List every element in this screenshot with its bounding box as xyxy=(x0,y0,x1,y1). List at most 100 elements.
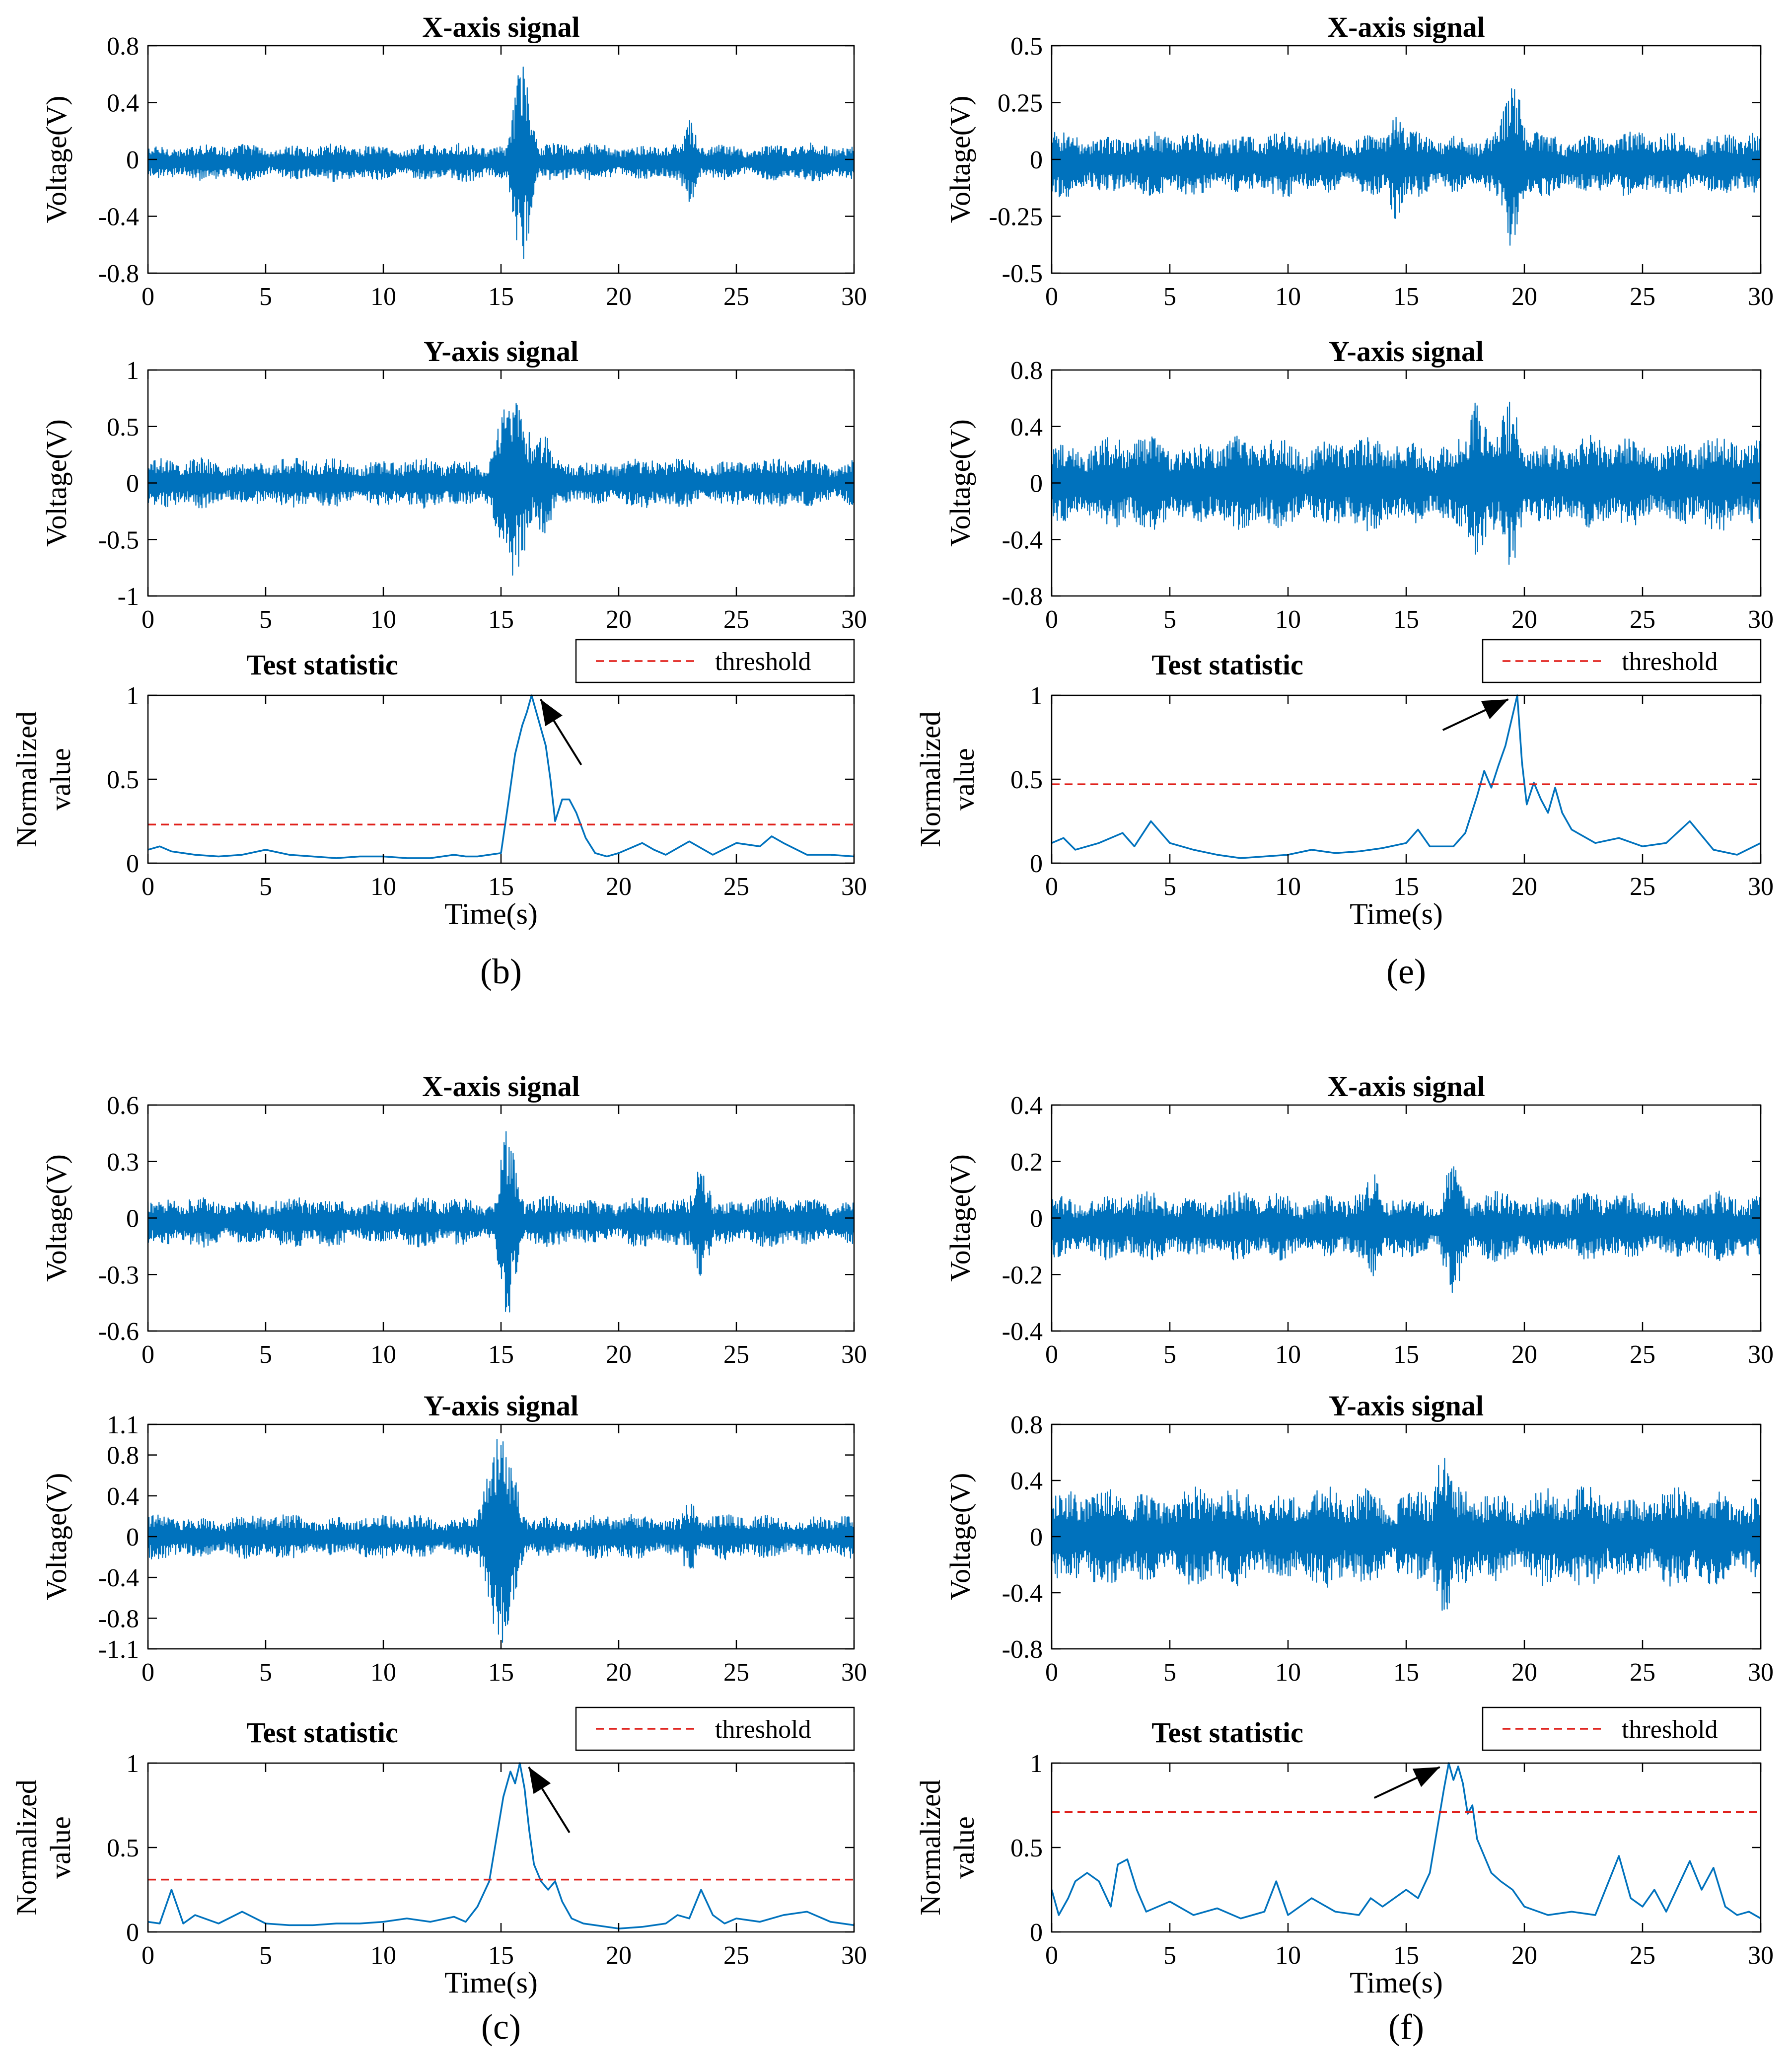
x-tick-label: 10 xyxy=(1275,1658,1301,1687)
x-tick-label: 0 xyxy=(142,1941,154,1970)
x-axis-label: Time(s) xyxy=(444,1966,538,1999)
y-tick-label: -0.4 xyxy=(98,1564,139,1592)
x-tick-label: 0 xyxy=(1045,873,1058,901)
test-statistic-line xyxy=(1051,694,1761,859)
y-tick-label: -0.4 xyxy=(1002,1318,1043,1346)
x-tick-label: 0 xyxy=(142,1340,154,1369)
y-tick-label: 0.5 xyxy=(107,766,139,794)
x-tick-label: 15 xyxy=(1393,1941,1419,1970)
y-axis-label: value xyxy=(948,748,980,811)
x-tick-label: 20 xyxy=(1511,605,1537,634)
x-tick-label: 20 xyxy=(606,1340,632,1369)
test-statistic-line xyxy=(1051,1762,1761,1920)
y-tick-label: 0.5 xyxy=(1010,766,1043,794)
y-tick-label: 1 xyxy=(126,682,139,710)
x-tick-label: 0 xyxy=(142,873,154,901)
x-tick-label: 15 xyxy=(488,873,514,901)
y-tick-label: -0.2 xyxy=(1002,1261,1043,1289)
y-tick-label: 0.4 xyxy=(1010,1467,1043,1495)
signal-trace xyxy=(147,1439,855,1643)
y-tick-label: -0.6 xyxy=(98,1318,139,1346)
x-tick-label: 15 xyxy=(1393,873,1419,901)
legend-label: threshold xyxy=(1622,648,1718,676)
y-tick-label: 1 xyxy=(1030,682,1043,710)
y-tick-label: 0.8 xyxy=(1010,1411,1043,1439)
x-tick-label: 5 xyxy=(1163,1658,1176,1687)
x-tick-label: 25 xyxy=(723,873,749,901)
plot-title: X-axis signal xyxy=(422,11,579,43)
plot-frame xyxy=(147,1762,855,1933)
plot-title: Y-axis signal xyxy=(1329,335,1484,368)
x-tick-label: 0 xyxy=(142,283,154,311)
y-tick-label: -0.4 xyxy=(98,203,139,231)
x-tick-label: 30 xyxy=(1748,1340,1774,1369)
x-tick-label: 10 xyxy=(370,1658,396,1687)
y-tick-label: 0.6 xyxy=(107,1092,139,1120)
x-tick-label: 10 xyxy=(1275,1340,1301,1369)
x-axis-signal-plot-f: -0.4 -0.2 0 0.2 0.4 0 5 10 15 20 25 30 X-axis signal… xyxy=(944,1070,1774,1369)
y-tick-label: -0.3 xyxy=(98,1261,139,1289)
x-tick-label: 20 xyxy=(1511,873,1537,901)
x-tick-label: 0 xyxy=(1045,1941,1058,1970)
x-tick-label: 30 xyxy=(841,1941,867,1970)
y-tick-label: 0.5 xyxy=(107,1834,139,1862)
y-tick-label: 0.4 xyxy=(1010,413,1043,442)
x-tick-label: 30 xyxy=(1748,873,1774,901)
legend-label: threshold xyxy=(1622,1715,1718,1744)
x-tick-label: 25 xyxy=(723,1941,749,1970)
plot-title: Y-axis signal xyxy=(424,335,578,368)
y-tick-label: 0 xyxy=(1030,146,1043,174)
x-tick-label: 0 xyxy=(142,1658,154,1687)
legend-label: threshold xyxy=(715,648,811,676)
x-tick-label: 5 xyxy=(1163,873,1176,901)
x-tick-label: 0 xyxy=(1045,1658,1058,1687)
x-tick-label: 20 xyxy=(606,605,632,634)
x-tick-label: 30 xyxy=(1748,1658,1774,1687)
panel-f: -0.4-0.200.20.40 5 10 15 20 25 30X-axis signal… xyxy=(914,1070,1774,2047)
x-tick-label: 20 xyxy=(1511,1658,1537,1687)
y-tick-label: 0.8 xyxy=(1010,357,1043,385)
y-tick-label: 0 xyxy=(126,1205,139,1233)
x-tick-label: 20 xyxy=(1511,1340,1537,1369)
x-tick-label: 30 xyxy=(841,605,867,634)
x-tick-label: 30 xyxy=(841,1658,867,1687)
y-tick-label: -0.8 xyxy=(1002,583,1043,611)
x-tick-label: 25 xyxy=(1630,1658,1655,1687)
plot-title: Test statistic xyxy=(246,1716,398,1749)
x-tick-label: 10 xyxy=(1275,283,1301,311)
y-axis-label: value xyxy=(948,1816,980,1879)
peak-arrow-icon xyxy=(1412,1767,1440,1787)
y-tick-label: 0.5 xyxy=(1010,32,1043,61)
x-tick-label: 5 xyxy=(259,1340,272,1369)
plot-title: Test statistic xyxy=(1151,1716,1303,1749)
y-tick-label: 0.4 xyxy=(1010,1092,1043,1120)
x-tick-label: 10 xyxy=(370,283,396,311)
x-tick-label: 20 xyxy=(606,1658,632,1687)
x-tick-label: 15 xyxy=(488,1941,514,1970)
x-tick-label: 15 xyxy=(488,283,514,311)
y-tick-label: 0 xyxy=(126,1919,139,1947)
y-tick-label: -0.4 xyxy=(1002,526,1043,554)
y-axis-label: Normalized xyxy=(914,711,946,847)
plot-title: Y-axis signal xyxy=(424,1390,578,1422)
y-axis-label: Normalized xyxy=(10,711,43,847)
y-tick-label: 1 xyxy=(1030,1750,1043,1778)
x-tick-label: 20 xyxy=(606,1941,632,1970)
x-tick-label: 0 xyxy=(1045,1340,1058,1369)
x-tick-label: 25 xyxy=(1630,1941,1655,1970)
y-axis-signal-plot-b: -1-0.500.510 5 10 15 20 25 30Y-axis signalVolt… xyxy=(40,335,867,634)
signal-trace xyxy=(147,1131,855,1313)
y-tick-label: -0.8 xyxy=(1002,1635,1043,1664)
y-tick-label: -0.25 xyxy=(989,203,1043,231)
x-tick-label: 30 xyxy=(1748,605,1774,634)
x-tick-label: 10 xyxy=(370,1941,396,1970)
x-tick-label: 20 xyxy=(1511,1941,1537,1970)
x-tick-label: 25 xyxy=(723,1658,749,1687)
y-axis-signal-plot-c: -1.1-0.8 -0.4 0 0.4 0.8 1.1 0 5 10 15 20 25 30 Y-axis… xyxy=(40,1390,867,1687)
y-tick-label: 0 xyxy=(126,850,139,878)
